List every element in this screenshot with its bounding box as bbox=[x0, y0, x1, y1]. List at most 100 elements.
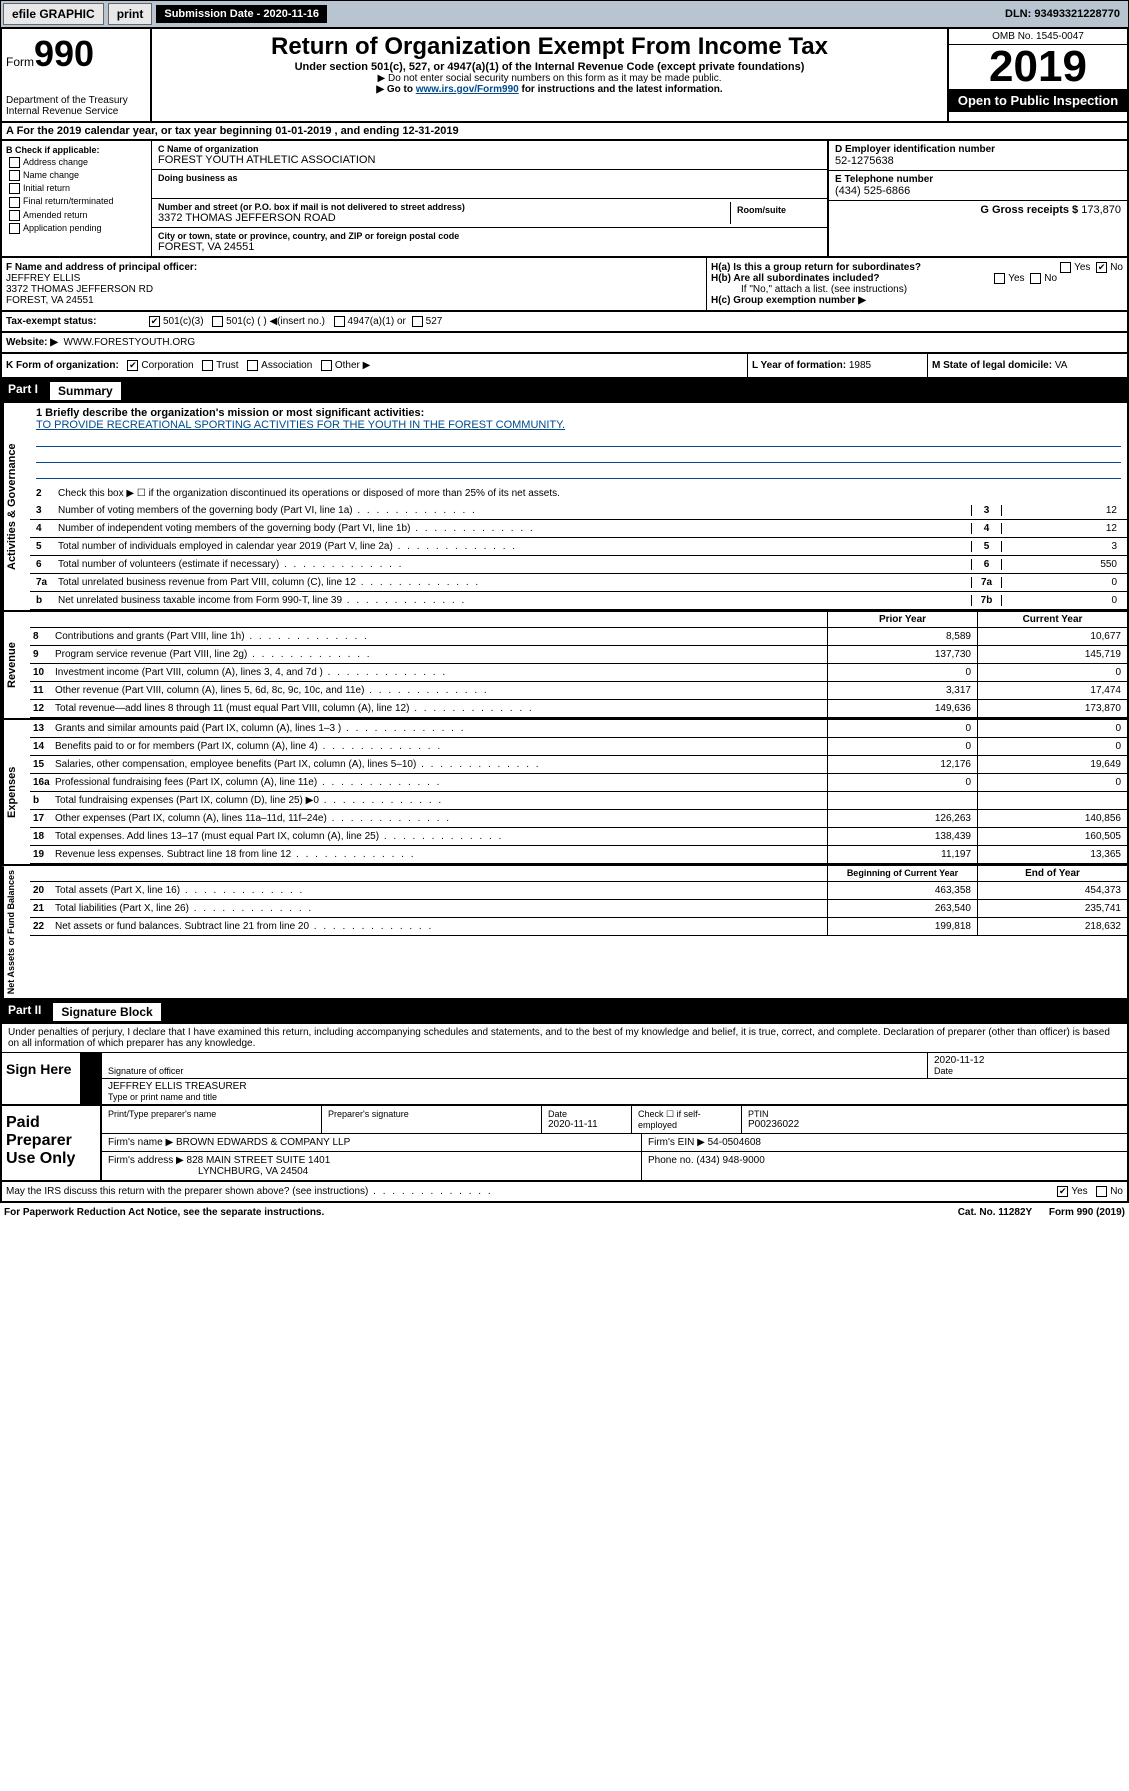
part2-header: Part II Signature Block bbox=[0, 1000, 1129, 1024]
dba-label: Doing business as bbox=[158, 173, 821, 183]
sig-date-label: Date bbox=[934, 1066, 1121, 1076]
table-row: 19Revenue less expenses. Subtract line 1… bbox=[30, 846, 1127, 864]
org-city: FOREST, VA 24551 bbox=[158, 241, 821, 253]
table-row: 5Total number of individuals employed in… bbox=[30, 538, 1127, 556]
cb-discuss-no[interactable] bbox=[1096, 1186, 1107, 1197]
cb-address-change[interactable]: Address change bbox=[6, 157, 147, 168]
cb-trust[interactable] bbox=[202, 360, 213, 371]
col-prior: Prior Year bbox=[827, 612, 977, 627]
form-title: Return of Organization Exempt From Incom… bbox=[160, 33, 939, 61]
phone-value: (434) 525-6866 bbox=[835, 185, 1121, 197]
cb-amended-return[interactable]: Amended return bbox=[6, 210, 147, 221]
dln: DLN: 93493321228770 bbox=[1005, 8, 1126, 20]
section-a: A For the 2019 calendar year, or tax yea… bbox=[0, 123, 1129, 141]
table-row: 6Total number of volunteers (estimate if… bbox=[30, 556, 1127, 574]
table-row: 20Total assets (Part X, line 16)463,3584… bbox=[30, 882, 1127, 900]
cb-corporation[interactable] bbox=[127, 360, 138, 371]
firm-addr2: LYNCHBURG, VA 24504 bbox=[108, 1166, 308, 1177]
firm-phone: (434) 948-9000 bbox=[696, 1155, 764, 1166]
officer-label: F Name and address of principal officer: bbox=[6, 262, 197, 273]
dept-label: Department of the Treasury Internal Reve… bbox=[6, 95, 146, 117]
officer-addr1: 3372 THOMAS JEFFERSON RD bbox=[6, 284, 153, 295]
prep-label: Paid Preparer Use Only bbox=[2, 1106, 102, 1180]
table-row: 8Contributions and grants (Part VIII, li… bbox=[30, 628, 1127, 646]
ein-label: D Employer identification number bbox=[835, 144, 1121, 155]
submission-date: Submission Date - 2020-11-16 bbox=[156, 5, 327, 23]
prep-date: 2020-11-11 bbox=[548, 1119, 598, 1130]
table-row: 4Number of independent voting members of… bbox=[30, 520, 1127, 538]
sign-here-label: Sign Here bbox=[2, 1053, 82, 1104]
gross-receipts-label: G Gross receipts $ bbox=[980, 204, 1078, 216]
cb-discuss-yes[interactable] bbox=[1057, 1186, 1068, 1197]
col-current: Current Year bbox=[977, 612, 1127, 627]
print-button[interactable]: print bbox=[108, 3, 153, 25]
discuss-row: May the IRS discuss this return with the… bbox=[0, 1182, 1129, 1203]
sig-date: 2020-11-12 bbox=[934, 1055, 1121, 1066]
hc-label: H(c) Group exemption number ▶ bbox=[711, 295, 866, 306]
form-number: Form990 bbox=[6, 33, 146, 75]
ptin: P00236022 bbox=[748, 1119, 799, 1130]
form-foot: Form 990 (2019) bbox=[1049, 1207, 1125, 1218]
cb-association[interactable] bbox=[247, 360, 258, 371]
instructions-link[interactable]: www.irs.gov/Form990 bbox=[416, 84, 519, 95]
phone-label: E Telephone number bbox=[835, 174, 1121, 185]
cb-initial-return[interactable]: Initial return bbox=[6, 183, 147, 194]
summary-governance: Activities & Governance 1 Briefly descri… bbox=[0, 403, 1129, 612]
cb-final-return[interactable]: Final return/terminated bbox=[6, 196, 147, 207]
cb-4947[interactable] bbox=[334, 316, 345, 327]
tax-year: 2019 bbox=[949, 45, 1127, 89]
section-i: Tax-exempt status: 501(c)(3) 501(c) ( ) … bbox=[0, 312, 1129, 333]
cb-name-change[interactable]: Name change bbox=[6, 170, 147, 181]
table-row: 3Number of voting members of the governi… bbox=[30, 502, 1127, 520]
cb-501c[interactable] bbox=[212, 316, 223, 327]
vlabel-revenue: Revenue bbox=[2, 612, 30, 718]
efile-button[interactable]: efile GRAPHIC bbox=[3, 3, 104, 25]
table-row: 15Salaries, other compensation, employee… bbox=[30, 756, 1127, 774]
part1-header: Part I Summary bbox=[0, 379, 1129, 403]
officer-addr2: FOREST, VA 24551 bbox=[6, 295, 94, 306]
vlabel-netassets: Net Assets or Fund Balances bbox=[2, 866, 30, 998]
firm-name: BROWN EDWARDS & COMPANY LLP bbox=[176, 1137, 350, 1148]
gross-receipts-value: 173,870 bbox=[1081, 204, 1121, 216]
officer-name: JEFFREY ELLIS bbox=[6, 273, 80, 284]
firm-ein: 54-0504608 bbox=[708, 1137, 761, 1148]
table-row: 17Other expenses (Part IX, column (A), l… bbox=[30, 810, 1127, 828]
sig-name: JEFFREY ELLIS TREASURER bbox=[108, 1081, 1121, 1092]
instructions-note: ▶ Go to www.irs.gov/Form990 for instruct… bbox=[160, 84, 939, 95]
cb-other[interactable] bbox=[321, 360, 332, 371]
cb-application-pending[interactable]: Application pending bbox=[6, 223, 147, 234]
cb-527[interactable] bbox=[412, 316, 423, 327]
table-row: 10Investment income (Part VIII, column (… bbox=[30, 664, 1127, 682]
mission-text: TO PROVIDE RECREATIONAL SPORTING ACTIVIT… bbox=[36, 419, 1121, 431]
col-end: End of Year bbox=[977, 866, 1127, 881]
hb-note: If "No," attach a list. (see instruction… bbox=[711, 284, 1123, 295]
b-title: B Check if applicable: bbox=[6, 145, 100, 155]
paid-preparer: Paid Preparer Use Only Print/Type prepar… bbox=[0, 1106, 1129, 1182]
summary-revenue: Revenue Prior Year Current Year 8Contrib… bbox=[0, 612, 1129, 720]
table-row: 16aProfessional fundraising fees (Part I… bbox=[30, 774, 1127, 792]
org-address: 3372 THOMAS JEFFERSON ROAD bbox=[158, 212, 730, 224]
sig-name-label: Type or print name and title bbox=[108, 1092, 1121, 1102]
website-value: WWW.FORESTYOUTH.ORG bbox=[64, 337, 196, 348]
hb-label: H(b) Are all subordinates included? bbox=[711, 273, 880, 284]
cb-501c3[interactable] bbox=[149, 316, 160, 327]
arrow-icon bbox=[82, 1053, 102, 1078]
table-row: 18Total expenses. Add lines 13–17 (must … bbox=[30, 828, 1127, 846]
table-row: 22Net assets or fund balances. Subtract … bbox=[30, 918, 1127, 936]
form-subtitle: Under section 501(c), 527, or 4947(a)(1)… bbox=[160, 61, 939, 73]
cat-no: Cat. No. 11282Y bbox=[958, 1207, 1032, 1218]
table-row: 9Program service revenue (Part VIII, lin… bbox=[30, 646, 1127, 664]
arrow-icon bbox=[82, 1079, 102, 1104]
table-row: bTotal fundraising expenses (Part IX, co… bbox=[30, 792, 1127, 810]
section-j: Website: ▶ WWW.FORESTYOUTH.ORG bbox=[0, 333, 1129, 354]
top-toolbar: efile GRAPHIC print Submission Date - 20… bbox=[0, 0, 1129, 28]
table-row: 7aTotal unrelated business revenue from … bbox=[30, 574, 1127, 592]
table-row: 13Grants and similar amounts paid (Part … bbox=[30, 720, 1127, 738]
section-bcd: B Check if applicable: Address change Na… bbox=[0, 141, 1129, 258]
addr-label: Number and street (or P.O. box if mail i… bbox=[158, 202, 730, 212]
table-row: bNet unrelated business taxable income f… bbox=[30, 592, 1127, 610]
org-name: FOREST YOUTH ATHLETIC ASSOCIATION bbox=[158, 154, 821, 166]
line2-text: Check this box ▶ ☐ if the organization d… bbox=[58, 488, 1121, 499]
room-label: Room/suite bbox=[737, 205, 815, 215]
sig-officer-label: Signature of officer bbox=[108, 1066, 921, 1076]
